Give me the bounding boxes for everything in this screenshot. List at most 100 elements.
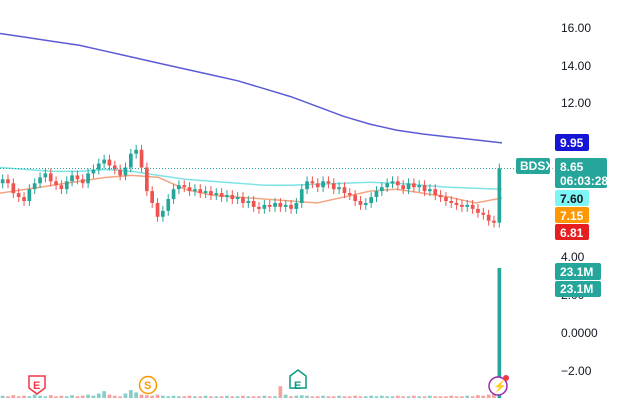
candle-body [241,197,245,203]
split-marker[interactable]: S [138,375,158,395]
candle-body [262,204,267,209]
candle-body [107,159,112,166]
earnings-label: E [33,380,40,392]
volume-bar [353,395,357,398]
volume-bar [32,394,37,398]
event-markers[interactable]: E S E ⚡ [28,369,509,396]
volume-bar [486,394,491,398]
candle-body [380,187,384,192]
candle-body [251,201,256,207]
volume-bar [326,396,331,398]
volume-bar [262,395,267,398]
volume-bar [278,386,283,398]
volume-bar [497,268,502,398]
candle-body [134,149,138,154]
volume-bar [145,395,149,398]
volume-bar [214,396,219,398]
volume-bar [219,396,224,398]
candle-body [203,191,208,194]
candle-body [428,189,432,192]
candle-body [54,181,58,186]
lightning-marker[interactable]: ⚡ [488,375,509,396]
volume-bar [460,396,464,398]
lightning-icon [488,376,508,396]
volume-bar [273,396,277,398]
candle-body [396,181,400,186]
candle-body [182,185,187,188]
split-label: S [144,380,151,392]
candle-body [129,153,133,168]
candle-body [0,179,5,184]
volume-bar [454,396,459,398]
candle-body [283,204,288,207]
candle-body [193,189,197,192]
volume-bar [283,394,288,398]
volume-value-b: 23.1M [560,282,593,296]
tick-label: 14.00 [561,59,591,73]
volume-bar [444,396,448,398]
candle-body [6,179,10,184]
volume-bar [155,394,160,398]
volume-bar [198,396,203,398]
candle-body [444,197,448,201]
candle-body [75,175,80,180]
volume-bar [449,395,454,398]
volume-bar [96,393,101,398]
candle-body [22,197,26,201]
candle-body [326,181,331,184]
volume-bar [289,396,293,398]
bar-countdown: 06:03:28 [560,174,608,188]
candle-body [267,204,272,207]
candle-body [80,179,85,184]
volume-bar [161,395,165,398]
volume-value-a: 23.1M [560,265,593,279]
ma-fast-line [0,174,503,204]
candle-body [358,201,363,205]
volume-bar [257,396,261,398]
earnings-up-marker[interactable]: E [289,369,307,392]
volume-bar [123,393,128,398]
volume-bar [310,396,315,398]
candle-body [492,220,496,223]
candle-body [470,204,475,209]
volume-bar [203,395,208,398]
candle-body [486,214,491,221]
volume-bar [91,395,96,398]
volume-bar [363,396,368,398]
candle-body [155,203,160,217]
candle-body [102,159,106,164]
candle-body [43,173,48,178]
volume-bar [86,394,90,398]
volume-bar [241,395,245,398]
volume-bar [182,396,187,398]
candle-body [145,167,149,192]
candle-body [177,185,181,190]
volume-bar [64,396,69,398]
candle-body [401,185,405,190]
volume-bar [476,395,480,398]
earnings-marker[interactable]: E [28,375,46,395]
candle-body [123,167,128,176]
volume-bar [417,396,422,398]
lightning-label: ⚡ [493,380,507,393]
candle-body [449,201,454,203]
volume-bar [342,396,347,398]
ma-slow-value: 9.95 [560,136,584,150]
volume-bar [385,396,389,398]
volume-bar [358,396,363,398]
tick-label: −2.00 [561,364,592,378]
symbol-tag[interactable] [516,158,550,174]
volume-bar [70,395,74,398]
candle-body [460,204,464,207]
volume-bar [438,396,443,398]
volume-bar [251,396,256,398]
candle-body [187,187,192,192]
candle-body [96,163,101,170]
candle-body [225,195,229,198]
low-marker-value: 6.81 [560,226,584,240]
volume-bar [246,396,251,398]
candle-body [422,185,427,192]
candle-body [369,197,373,203]
